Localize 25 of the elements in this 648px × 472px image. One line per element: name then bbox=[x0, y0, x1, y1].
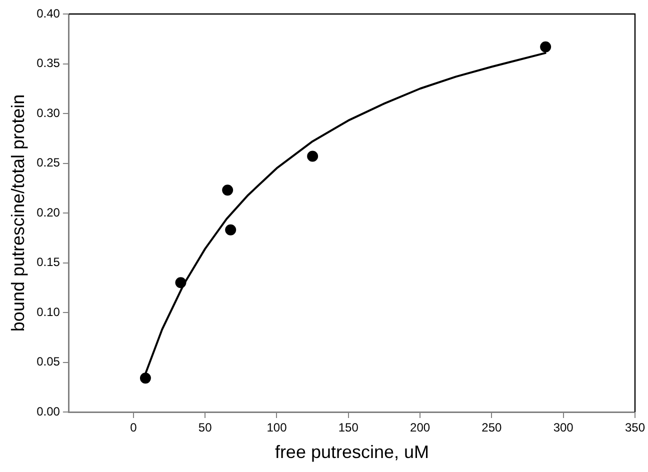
x-tick-label: 50 bbox=[198, 420, 212, 435]
y-axis-title: bound putrescine/total protein bbox=[8, 94, 28, 332]
y-tick-label: 0.35 bbox=[36, 56, 60, 70]
point bbox=[307, 150, 318, 162]
x-tick-label: 100 bbox=[266, 420, 288, 435]
y-tick-label: 0.25 bbox=[36, 156, 60, 170]
x-tick-label: 150 bbox=[338, 420, 359, 435]
point bbox=[225, 224, 236, 236]
point bbox=[222, 184, 234, 196]
point bbox=[140, 372, 151, 384]
y-tick-label: 0.30 bbox=[36, 106, 60, 120]
y-tick-label: 0.00 bbox=[36, 404, 60, 418]
x-tick-label: 350 bbox=[624, 420, 646, 435]
x-axis-title: free putrescine, uM bbox=[274, 442, 430, 462]
y-tick-label: 0.05 bbox=[36, 354, 60, 369]
y-tick-label: 0.40 bbox=[36, 6, 60, 20]
x-tick-label: 250 bbox=[482, 420, 502, 435]
y-tick-label: 0.15 bbox=[36, 255, 60, 270]
point bbox=[540, 41, 552, 52]
x-tick-label: 300 bbox=[553, 420, 574, 435]
point bbox=[175, 277, 186, 288]
y-tick-label: 0.20 bbox=[36, 205, 60, 220]
y-tick-label: 0.10 bbox=[36, 304, 60, 319]
x-tick-label: 0 bbox=[130, 420, 138, 435]
x-tick-label: 200 bbox=[410, 420, 430, 435]
